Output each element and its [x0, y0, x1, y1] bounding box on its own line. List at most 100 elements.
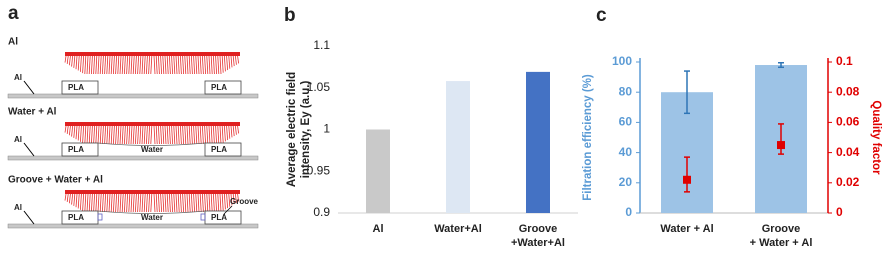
array-fin: [224, 193, 226, 210]
array-fin: [173, 193, 176, 213]
array-fin: [228, 55, 231, 69]
array-fin: [235, 55, 237, 65]
array-fin: [191, 55, 193, 75]
array-fin: [91, 55, 93, 75]
array-fin: [119, 193, 122, 213]
array-fin: [180, 55, 182, 75]
array-fin: [113, 193, 115, 213]
array-fin: [106, 193, 109, 213]
pla-label: PLA: [68, 213, 84, 222]
pla-label: PLA: [211, 213, 227, 222]
array-fin: [128, 55, 131, 75]
row-title: Al: [8, 37, 18, 48]
array-fin: [146, 193, 148, 213]
array-fin: [139, 125, 142, 145]
panel-label: c: [596, 5, 607, 26]
pla-label: PLA: [68, 145, 84, 154]
pointer-arrow: [23, 142, 35, 157]
array-fin: [135, 125, 137, 145]
y-axis-label: Filtration efficiency (%): [582, 74, 594, 201]
array-fin: [73, 55, 76, 68]
row-title: Water + Al: [8, 107, 57, 118]
array-fin: [221, 193, 224, 211]
array-fin: [150, 193, 153, 213]
array-fin: [180, 193, 182, 213]
array-fin: [146, 125, 148, 145]
array-fin: [197, 193, 200, 213]
groove-label: Groove: [230, 197, 259, 206]
array-top: [65, 52, 240, 56]
array-fin: [191, 193, 193, 213]
array-fin: [232, 55, 235, 67]
array-fin: [119, 125, 122, 145]
array-fin: [224, 55, 226, 72]
array-fin: [184, 125, 187, 145]
array-fin: [158, 55, 160, 75]
array-fin: [66, 125, 69, 134]
array-fin: [219, 125, 222, 145]
y2-tick-label: 0.02: [836, 175, 860, 189]
array-fin: [64, 125, 67, 133]
array-fin: [182, 55, 184, 75]
array-fin: [110, 55, 113, 75]
array-fin: [237, 193, 239, 202]
array-fin: [213, 193, 215, 213]
array-fin: [91, 193, 93, 213]
array-fin: [137, 125, 139, 145]
array-fin: [186, 193, 189, 213]
array-fin: [232, 125, 235, 137]
array-fin: [121, 125, 124, 145]
array-fin: [143, 125, 146, 145]
array-fin: [141, 125, 144, 145]
array-fin: [69, 125, 71, 136]
array-fin: [108, 193, 111, 213]
point: [683, 175, 691, 184]
array-fin: [73, 125, 76, 138]
array-fin: [199, 193, 202, 213]
error-bar: [778, 62, 784, 69]
array-fin: [104, 125, 106, 145]
array-fin: [169, 193, 171, 213]
array-fin: [155, 193, 158, 213]
array-fin: [121, 193, 124, 213]
array-fin: [188, 55, 191, 75]
array-fin: [91, 125, 93, 145]
groove: [200, 213, 206, 221]
array-fin: [126, 125, 128, 145]
pla-block: [61, 142, 99, 157]
array-fin: [113, 125, 115, 145]
array-fin: [132, 193, 135, 213]
array-fin: [139, 55, 142, 75]
array-fin: [155, 125, 158, 145]
x-tick-label: Groove: [519, 223, 558, 235]
array-fin: [195, 193, 198, 213]
pla-label: PLA: [211, 145, 227, 154]
array-fin: [195, 125, 198, 145]
array-fin: [224, 125, 226, 142]
array-fin: [66, 193, 69, 202]
array-fin: [97, 125, 100, 145]
array-fin: [173, 55, 176, 75]
array-fin: [121, 55, 124, 75]
array-fin: [93, 193, 95, 213]
array-fin: [150, 55, 153, 75]
array-fin: [213, 125, 215, 145]
y-tick-label: 40: [619, 145, 633, 159]
array-fin: [97, 55, 100, 75]
array-fin: [77, 55, 80, 71]
bar: [366, 129, 390, 213]
array-fin: [219, 193, 222, 213]
array-fin: [126, 193, 128, 213]
array-fin: [166, 55, 169, 75]
array-fin: [169, 55, 171, 75]
array-fin: [175, 125, 178, 145]
array-fin: [86, 193, 89, 213]
array-fin: [148, 193, 150, 213]
array-fin: [104, 55, 106, 75]
array-fin: [113, 55, 115, 75]
array-fin: [99, 125, 102, 145]
array-fin: [88, 55, 91, 75]
array-fin: [143, 55, 146, 75]
array-fin: [217, 193, 220, 213]
